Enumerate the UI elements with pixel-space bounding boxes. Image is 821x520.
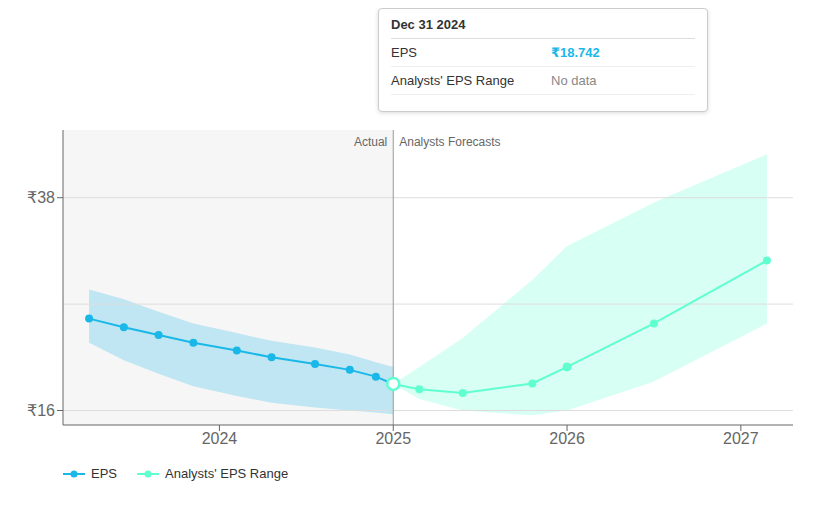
svg-text:2024: 2024 <box>202 430 238 447</box>
svg-text:2026: 2026 <box>549 430 585 447</box>
html-text:Dec 31 2024: Dec 31 2024 <box>391 17 466 32</box>
html-text:EPS: EPS <box>91 466 117 481</box>
html-text:₹18.742: ₹18.742 <box>551 45 600 60</box>
html-text:No data: No data <box>551 73 597 88</box>
svg-text:Analysts Forecasts: Analysts Forecasts <box>399 135 500 149</box>
svg-text:₹16: ₹16 <box>27 402 55 419</box>
svg-text:2025: 2025 <box>375 430 411 447</box>
html-text:Analysts' EPS Range: Analysts' EPS Range <box>165 466 289 481</box>
svg-text:₹38: ₹38 <box>27 189 55 206</box>
svg-text:2027: 2027 <box>723 430 759 447</box>
html-text:EPS: EPS <box>391 45 417 60</box>
svg-text:Actual: Actual <box>354 135 387 149</box>
html-text:Analysts' EPS Range: Analysts' EPS Range <box>391 73 515 88</box>
